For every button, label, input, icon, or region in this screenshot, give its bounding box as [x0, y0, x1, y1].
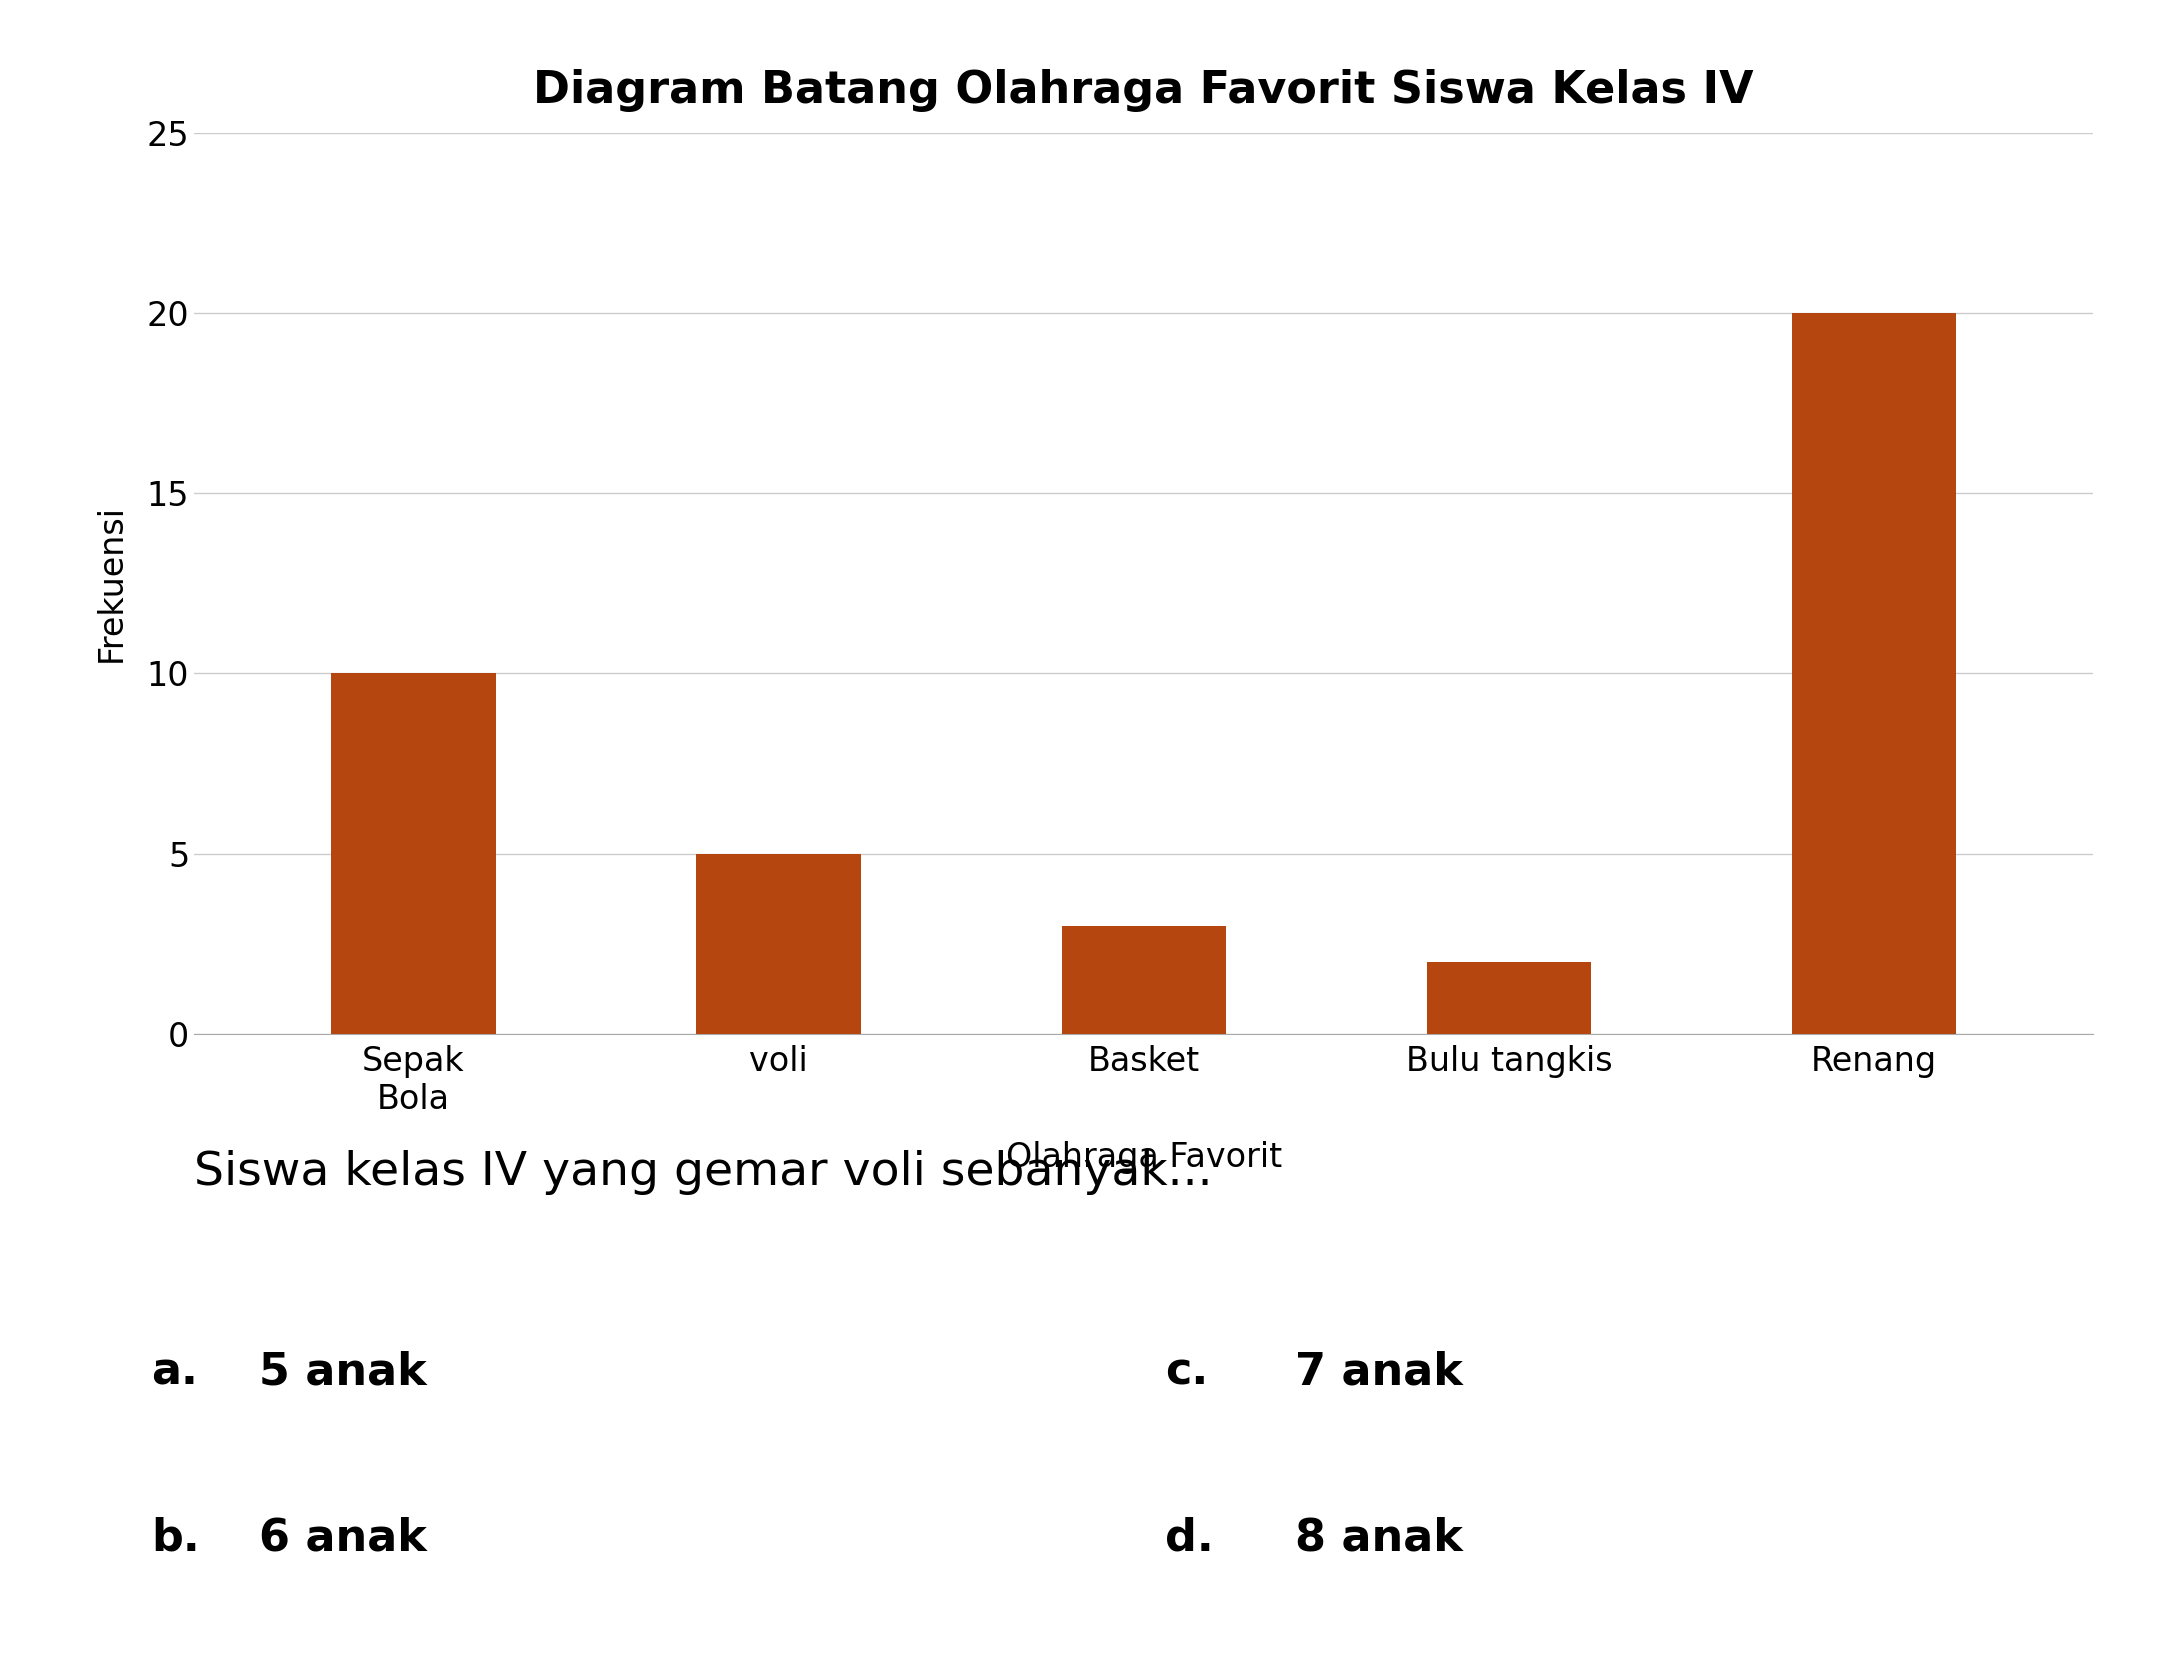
Bar — [1426, 962, 1590, 1034]
Text: b.: b. — [151, 1517, 201, 1560]
X-axis label: Olahraga Favorit: Olahraga Favorit — [1006, 1140, 1282, 1174]
Y-axis label: Frekuensi: Frekuensi — [95, 505, 127, 662]
Text: a.: a. — [151, 1350, 199, 1394]
Bar — [697, 854, 861, 1034]
Text: d.: d. — [1165, 1517, 1215, 1560]
Text: 6 anak: 6 anak — [259, 1517, 427, 1560]
Text: 7 anak: 7 anak — [1295, 1350, 1463, 1394]
Bar — [1791, 313, 1957, 1034]
Text: 5 anak: 5 anak — [259, 1350, 427, 1394]
Bar — [330, 673, 496, 1034]
Text: c.: c. — [1165, 1350, 1208, 1394]
Text: Siswa kelas IV yang gemar voli sebanyak...: Siswa kelas IV yang gemar voli sebanyak.… — [194, 1150, 1213, 1195]
Title: Diagram Batang Olahraga Favorit Siswa Kelas IV: Diagram Batang Olahraga Favorit Siswa Ke… — [533, 68, 1754, 112]
Bar — [1062, 925, 1226, 1034]
Text: 8 anak: 8 anak — [1295, 1517, 1463, 1560]
